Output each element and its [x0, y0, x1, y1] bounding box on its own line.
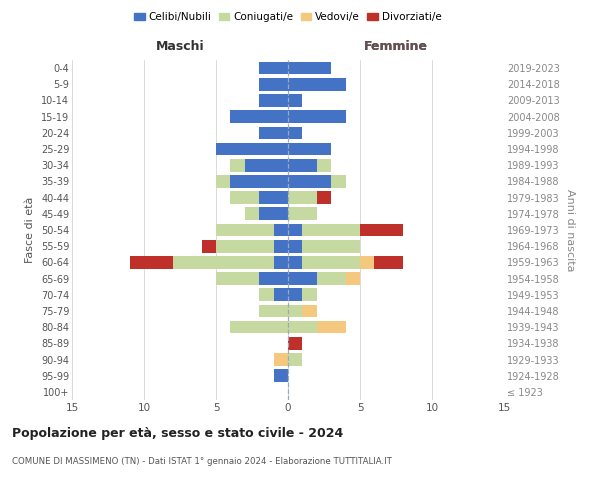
Bar — [302, 288, 317, 301]
Bar — [230, 321, 288, 334]
Bar — [288, 192, 317, 204]
Bar — [230, 192, 259, 204]
Bar — [288, 142, 331, 156]
Bar — [245, 159, 288, 172]
Bar — [317, 321, 346, 334]
Bar — [288, 224, 302, 236]
Bar — [259, 94, 288, 107]
Bar — [302, 240, 360, 252]
Bar — [288, 272, 317, 285]
Text: COMUNE DI MASSIMENO (TN) - Dati ISTAT 1° gennaio 2024 - Elaborazione TUTTITALIA.: COMUNE DI MASSIMENO (TN) - Dati ISTAT 1°… — [12, 458, 392, 466]
Bar — [216, 240, 274, 252]
Bar — [130, 256, 173, 268]
Bar — [288, 110, 346, 123]
Y-axis label: Anni di nascita: Anni di nascita — [565, 188, 575, 271]
Bar — [288, 159, 317, 172]
Bar — [274, 224, 288, 236]
Bar — [259, 62, 288, 74]
Bar — [259, 192, 288, 204]
Bar — [259, 272, 288, 285]
Bar — [288, 304, 302, 318]
Bar — [360, 224, 403, 236]
Bar — [245, 208, 259, 220]
Bar — [259, 78, 288, 90]
Bar — [288, 94, 302, 107]
Bar — [346, 272, 360, 285]
Bar — [317, 272, 346, 285]
Bar — [259, 126, 288, 139]
Text: Femmine: Femmine — [364, 40, 428, 53]
Bar — [317, 159, 331, 172]
Bar — [288, 62, 331, 74]
Bar — [274, 288, 288, 301]
Bar — [216, 272, 259, 285]
Bar — [288, 78, 346, 90]
Bar — [259, 304, 288, 318]
Bar — [274, 256, 288, 268]
Text: Maschi: Maschi — [155, 40, 205, 53]
Bar — [173, 256, 274, 268]
Bar — [288, 126, 302, 139]
Bar — [274, 240, 288, 252]
Text: Popolazione per età, sesso e stato civile - 2024: Popolazione per età, sesso e stato civil… — [12, 428, 343, 440]
Bar — [302, 256, 360, 268]
Bar — [331, 175, 346, 188]
Bar — [274, 370, 288, 382]
Bar — [288, 240, 302, 252]
Bar — [230, 110, 288, 123]
Bar — [288, 175, 331, 188]
Bar — [230, 175, 288, 188]
Bar — [288, 337, 302, 349]
Bar — [374, 256, 403, 268]
Bar — [288, 208, 317, 220]
Text: Femmine: Femmine — [364, 40, 428, 53]
Bar — [274, 353, 288, 366]
Bar — [288, 353, 302, 366]
Bar — [302, 224, 360, 236]
Bar — [288, 321, 317, 334]
Legend: Celibi/Nubili, Coniugati/e, Vedovi/e, Divorziati/e: Celibi/Nubili, Coniugati/e, Vedovi/e, Di… — [130, 8, 446, 26]
Bar — [216, 224, 274, 236]
Bar — [317, 192, 331, 204]
Y-axis label: Fasce di età: Fasce di età — [25, 197, 35, 263]
Bar — [216, 175, 230, 188]
Bar — [259, 208, 288, 220]
Bar — [216, 142, 288, 156]
Bar — [288, 288, 302, 301]
Bar — [202, 240, 216, 252]
Bar — [230, 159, 245, 172]
Bar — [288, 256, 302, 268]
Bar — [302, 304, 317, 318]
Bar — [259, 288, 274, 301]
Bar — [360, 256, 374, 268]
